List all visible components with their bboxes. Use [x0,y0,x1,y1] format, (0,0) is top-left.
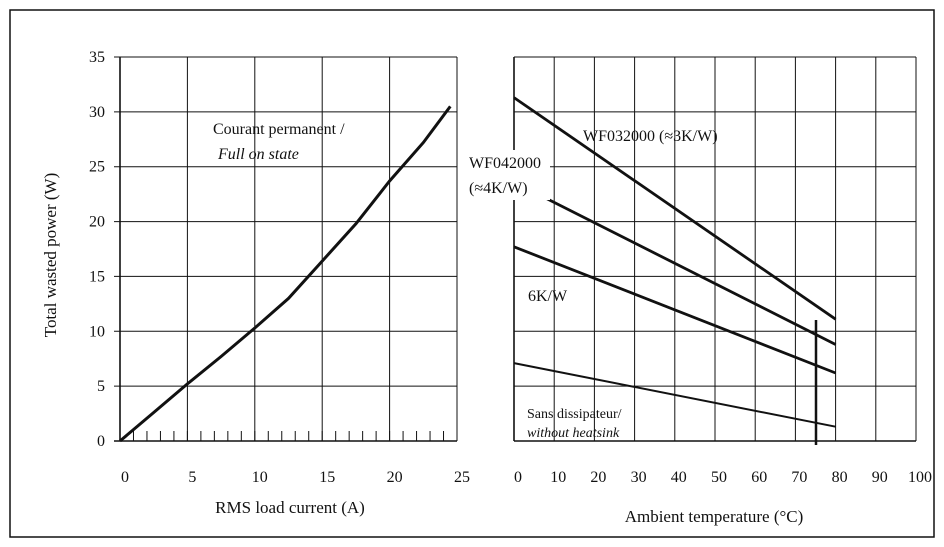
right-series-line-3 [513,362,836,428]
right-x-tick-label: 40 [671,469,687,486]
left-x-tick-labels: 0 5 10 15 20 25 [121,469,470,486]
full-on-annotation-line2: Full on state [217,146,299,163]
left-x-tick-label: 0 [121,469,129,486]
right-x-tick-label: 80 [832,469,848,486]
left-y-tick-label: 5 [97,378,105,395]
right-x-tick-label: 100 [908,469,932,486]
left-y-tick-labels: 0 5 10 15 20 25 30 35 [89,49,105,450]
right-series-line-0 [513,96,837,321]
left-y-tick-label: 20 [89,214,105,231]
left-y-tick-label: 30 [89,104,105,121]
left-chart: 0 5 10 15 20 25 30 35 0 5 10 15 20 25 RMS load curre… [41,49,470,517]
left-y-tick-label: 15 [89,268,105,285]
left-y-tick-label: 10 [89,323,105,340]
right-series-group [513,96,837,428]
left-y-tick-label: 0 [97,433,105,450]
outer-frame [9,9,935,538]
right-x-tick-label: 10 [550,469,566,486]
left-x-tick-label: 10 [252,469,268,486]
right-x-tick-label: 90 [872,469,888,486]
left-series-line [119,105,452,443]
right-x-tick-label: 60 [751,469,767,486]
no-heatsink-label-line2: without heatsink [527,426,620,441]
left-y-tick-label: 25 [89,159,105,176]
left-y-axis-label: Total wasted power (W) [41,173,60,338]
left-x-tick-label: 5 [188,469,196,486]
wf042-series-label-line2: (≈4K/W) [469,180,528,197]
left-x-tick-label: 20 [387,469,403,486]
left-grid [114,56,458,442]
right-series-line-2 [513,245,837,375]
right-series-line-1 [513,180,837,346]
left-x-axis-label: RMS load current (A) [215,498,365,517]
right-grid [513,56,917,442]
left-minor-ticks [119,431,458,441]
right-x-tick-label: 0 [514,469,522,486]
right-x-tick-label: 30 [631,469,647,486]
no-heatsink-label-line1: Sans dissipateur/ [527,407,622,422]
wf032-series-label: WF032000 (≈3K/W) [583,128,718,145]
right-x-axis-label: Ambient temperature (°C) [625,507,804,526]
left-y-tick-label: 35 [89,49,105,66]
right-chart: 0 10 20 30 40 50 60 70 80 90 100 Ambient temperatu… [466,56,932,526]
left-x-tick-label: 15 [319,469,335,486]
full-on-annotation-line1: Courant permanent / [213,121,345,138]
right-x-tick-label: 70 [791,469,807,486]
wf042-label-backing [466,150,550,200]
wf042-series-label-line1: WF042000 [469,155,541,172]
6kw-series-label: 6K/W [528,288,568,305]
right-x-tick-label: 50 [711,469,727,486]
left-x-tick-label: 25 [454,469,470,486]
right-x-tick-label: 20 [590,469,606,486]
right-x-tick-labels: 0 10 20 30 40 50 60 70 80 90 100 [514,469,932,486]
